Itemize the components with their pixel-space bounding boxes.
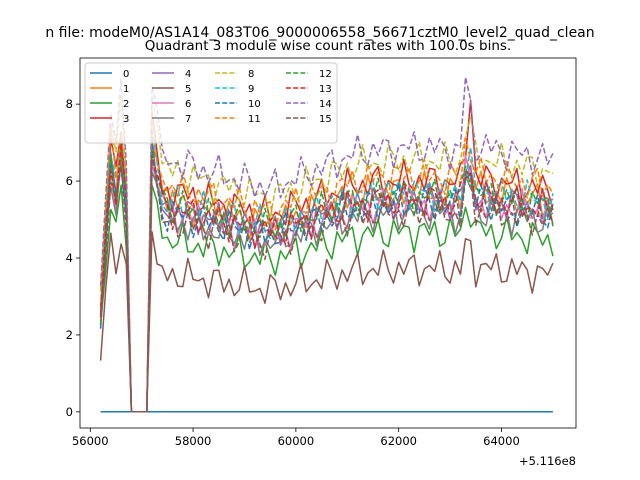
y-axis: 0 2 4 6 8 xyxy=(66,97,80,419)
y-tick-label: 0 xyxy=(66,405,73,419)
legend-label-13: 13 xyxy=(319,84,332,95)
y-tick-label: 8 xyxy=(66,97,73,111)
legend-label-5: 5 xyxy=(185,84,191,95)
y-tick-label: 4 xyxy=(66,251,73,265)
series-line-8 xyxy=(99,94,554,413)
chart-suptitle: n file: modeM0/AS1A14_083T06_9000006558_… xyxy=(45,25,594,41)
x-offset-label: +5.116e8 xyxy=(519,454,576,468)
series-layer xyxy=(99,76,554,413)
series-line-11 xyxy=(99,112,554,413)
legend-label-8: 8 xyxy=(248,69,254,80)
legend-label-15: 15 xyxy=(319,114,332,125)
x-tick-label: 60000 xyxy=(278,434,315,448)
legend-label-6: 6 xyxy=(185,99,191,110)
legend-label-7: 7 xyxy=(185,114,191,125)
legend-label-0: 0 xyxy=(123,69,129,80)
x-tick-label: 58000 xyxy=(175,434,212,448)
series-line-14 xyxy=(99,76,554,413)
series-line-13 xyxy=(99,142,554,413)
legend-label-1: 1 xyxy=(123,84,129,95)
legend-label-3: 3 xyxy=(123,114,129,125)
y-tick-label: 6 xyxy=(66,174,73,188)
legend-label-14: 14 xyxy=(319,99,332,110)
x-tick-label: 64000 xyxy=(483,434,520,448)
x-axis: 56000 58000 60000 62000 64000 xyxy=(72,428,520,448)
series-line-5 xyxy=(99,231,554,413)
x-tick-label: 62000 xyxy=(380,434,417,448)
plot-frame xyxy=(79,57,577,429)
y-tick-label: 2 xyxy=(66,328,73,342)
x-tick-label: 56000 xyxy=(72,434,109,448)
legend-label-11: 11 xyxy=(248,114,261,125)
legend-label-4: 4 xyxy=(185,69,191,80)
legend-label-2: 2 xyxy=(123,99,129,110)
legend-label-12: 12 xyxy=(319,69,332,80)
legend-label-9: 9 xyxy=(248,84,254,95)
legend-box xyxy=(84,62,338,144)
chart-title: Quadrant 3 module wise count rates with … xyxy=(145,38,511,54)
legend-label-10: 10 xyxy=(248,99,261,110)
series-line-15 xyxy=(99,154,554,413)
